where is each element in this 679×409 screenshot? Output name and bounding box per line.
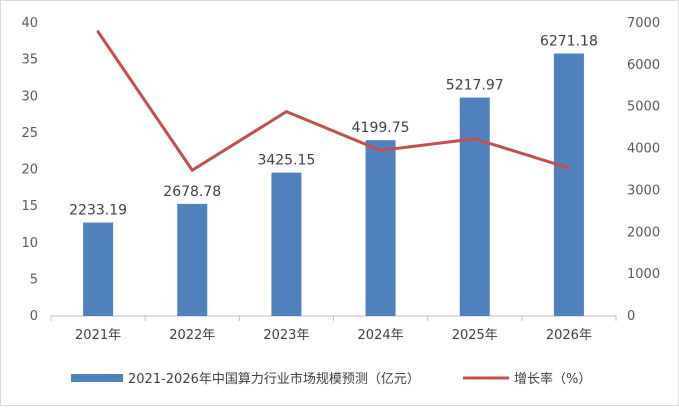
legend-bar-swatch bbox=[71, 374, 123, 382]
y-right-tick-label: 0 bbox=[627, 309, 635, 324]
bar bbox=[177, 203, 208, 316]
y-left-tick-label: 35 bbox=[21, 53, 38, 68]
x-category-label: 2021年 bbox=[75, 328, 121, 343]
legend-bar-label: 2021-2026年中国算力行业市场规模预测（亿元） bbox=[128, 371, 420, 387]
bars bbox=[83, 53, 584, 317]
bar-data-label: 3425.15 bbox=[257, 153, 315, 169]
bar-data-label: 2678.78 bbox=[163, 184, 221, 200]
growth-point bbox=[284, 110, 288, 114]
y-left-tick-label: 25 bbox=[21, 126, 38, 141]
x-category-label: 2026年 bbox=[546, 328, 592, 343]
bar bbox=[459, 97, 490, 316]
x-category-label: 2022年 bbox=[169, 328, 215, 343]
bar-data-label: 5217.97 bbox=[446, 78, 504, 94]
bar-data-label: 2233.19 bbox=[69, 203, 127, 219]
bar-data-label: 4199.75 bbox=[352, 120, 410, 136]
y-right-tick-label: 1000 bbox=[627, 267, 660, 282]
y-right-tick-label: 7000 bbox=[627, 16, 660, 31]
y-left-tick-label: 30 bbox=[21, 89, 38, 104]
x-category-label: 2025年 bbox=[452, 328, 498, 343]
growth-point bbox=[96, 30, 100, 34]
y-left-tick-label: 0 bbox=[30, 309, 38, 324]
y-left-tick-label: 40 bbox=[21, 16, 38, 31]
bar bbox=[553, 53, 584, 317]
legend-line-label: 增长率（%） bbox=[514, 371, 591, 387]
x-category-label: 2023年 bbox=[263, 328, 309, 343]
bar bbox=[365, 140, 396, 316]
growth-line bbox=[96, 30, 571, 172]
y-right-tick-label: 4000 bbox=[627, 142, 660, 157]
y-right-tick-label: 2000 bbox=[627, 225, 660, 240]
growth-point bbox=[473, 137, 477, 141]
category-labels: 2021年 2022年 2023年 2024年 2025年 2026年 bbox=[75, 328, 592, 343]
y-right-tick-label: 3000 bbox=[627, 183, 660, 198]
y-right-tick-label: 6000 bbox=[627, 58, 660, 73]
y-right-tick-label: 5000 bbox=[627, 100, 660, 115]
x-category-label: 2024年 bbox=[358, 328, 404, 343]
bar bbox=[271, 172, 302, 316]
bar-data-label: 6271.18 bbox=[540, 34, 598, 50]
axes: 0 5 10 15 20 25 30 35 40 0 1000 2000 3000 4000 5000 600… bbox=[21, 16, 660, 324]
y-left-tick-label: 20 bbox=[21, 163, 38, 178]
y-left-tick-label: 15 bbox=[21, 199, 38, 214]
legend: 2021-2026年中国算力行业市场规模预测（亿元） 增长率（%） bbox=[71, 371, 591, 387]
growth-line-path bbox=[96, 30, 570, 172]
bar bbox=[83, 222, 114, 316]
growth-point bbox=[379, 148, 383, 152]
data-labels: 2233.19 2678.78 3425.15 4199.75 5217.97 6271.… bbox=[69, 34, 598, 219]
y-left-tick-label: 5 bbox=[30, 272, 38, 287]
y-left-tick-label: 10 bbox=[21, 236, 38, 251]
growth-point bbox=[567, 166, 571, 170]
growth-point bbox=[190, 168, 194, 172]
